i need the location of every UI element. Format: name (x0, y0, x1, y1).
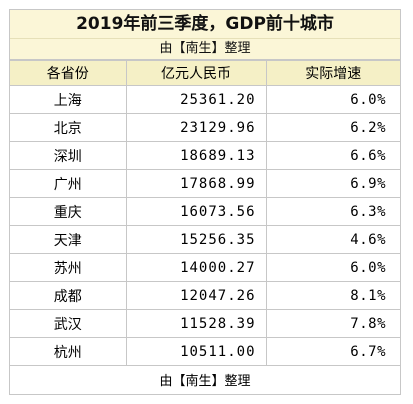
page-subtitle: 由【南生】整理 (10, 39, 400, 60)
table-row: 武汉 11528.39 7.8% (10, 309, 400, 338)
cell-rate: 6.0% (265, 85, 400, 114)
cell-rate: 6.0% (265, 253, 400, 282)
cell-city: 重庆 (10, 197, 127, 226)
table-row: 北京 23129.96 6.2% (10, 113, 400, 142)
cell-city: 武汉 (10, 309, 127, 338)
cell-city: 天津 (10, 225, 127, 254)
cell-gdp: 12047.26 (125, 281, 267, 310)
cell-city: 深圳 (10, 141, 127, 170)
table-row: 广州 17868.99 6.9% (10, 169, 400, 198)
cell-gdp: 16073.56 (125, 197, 267, 226)
cell-rate: 4.6% (265, 225, 400, 254)
table-header-row: 各省份 亿元人民币 实际增速 (10, 60, 400, 86)
table-body: 上海 25361.20 6.0% 北京 23129.96 6.2% 深圳 18689.13 6.… (10, 85, 400, 366)
cell-gdp: 18689.13 (125, 141, 267, 170)
column-header-rate: 实际增速 (265, 60, 400, 86)
cell-gdp: 14000.27 (125, 253, 267, 282)
table-row: 重庆 16073.56 6.3% (10, 197, 400, 226)
cell-rate: 8.1% (265, 281, 400, 310)
table-row: 上海 25361.20 6.0% (10, 85, 400, 114)
cell-rate: 6.3% (265, 197, 400, 226)
table-row: 苏州 14000.27 6.0% (10, 253, 400, 282)
page-title: 2019年前三季度，GDP前十城市 (10, 10, 400, 39)
cell-city: 杭州 (10, 337, 127, 366)
cell-gdp: 15256.35 (125, 225, 267, 254)
cell-gdp: 17868.99 (125, 169, 267, 198)
table-row: 天津 15256.35 4.6% (10, 225, 400, 254)
cell-gdp: 25361.20 (125, 85, 267, 114)
gdp-table-card: 2019年前三季度，GDP前十城市 由【南生】整理 各省份 亿元人民币 实际增速… (9, 9, 401, 395)
cell-gdp: 10511.00 (125, 337, 267, 366)
table-footer-row: 由【南生】整理 (10, 365, 400, 392)
table-footer: 由【南生】整理 (10, 365, 400, 392)
cell-rate: 6.2% (265, 113, 400, 142)
cell-rate: 6.7% (265, 337, 400, 366)
cell-city: 成都 (10, 281, 127, 310)
table-row: 杭州 10511.00 6.7% (10, 337, 400, 366)
cell-rate: 6.6% (265, 141, 400, 170)
gdp-table: 各省份 亿元人民币 实际增速 上海 25361.20 6.0% 北京 23129.96 6… (10, 60, 400, 392)
table-row: 成都 12047.26 8.1% (10, 281, 400, 310)
cell-city: 上海 (10, 85, 127, 114)
table-row: 深圳 18689.13 6.6% (10, 141, 400, 170)
cell-city: 广州 (10, 169, 127, 198)
cell-gdp: 23129.96 (125, 113, 267, 142)
cell-rate: 6.9% (265, 169, 400, 198)
column-header-gdp: 亿元人民币 (125, 60, 267, 86)
cell-gdp: 11528.39 (125, 309, 267, 338)
cell-city: 苏州 (10, 253, 127, 282)
column-header-city: 各省份 (10, 60, 127, 86)
cell-rate: 7.8% (265, 309, 400, 338)
cell-city: 北京 (10, 113, 127, 142)
